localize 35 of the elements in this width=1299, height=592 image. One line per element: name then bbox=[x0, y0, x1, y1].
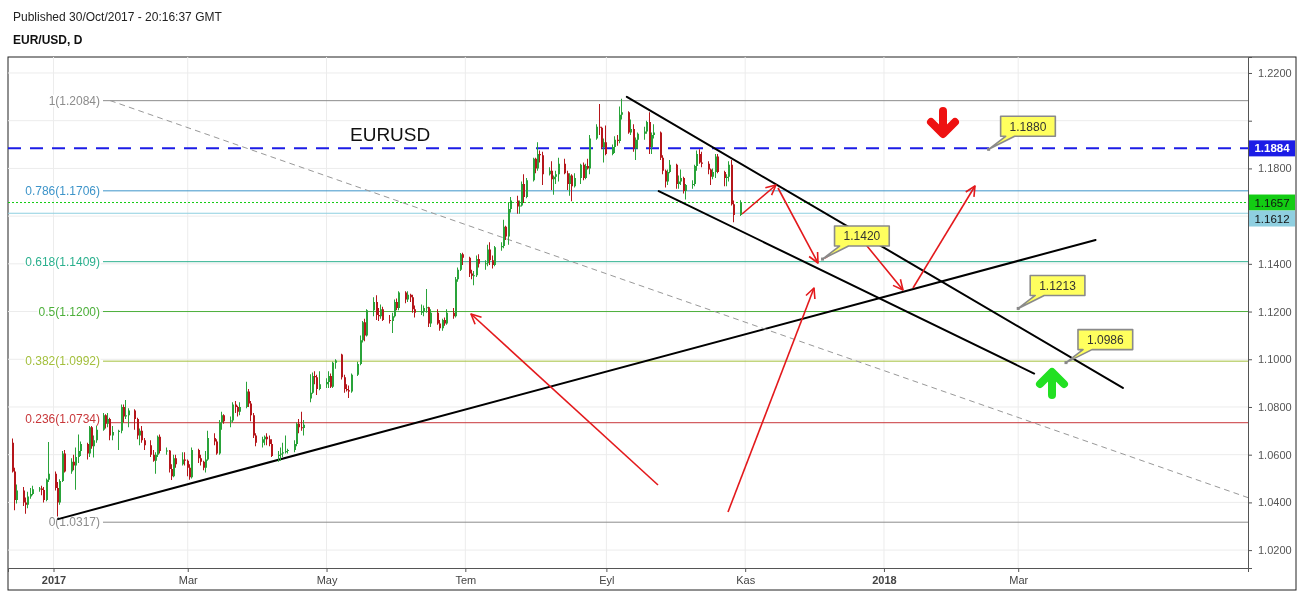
y-tick-label: 1.0400 bbox=[1258, 496, 1292, 509]
ref-line-label: 0.236(1.0734) bbox=[25, 411, 100, 426]
ref-line-label: 0(1.0317) bbox=[48, 515, 100, 530]
x-tick-label: 2018 bbox=[872, 573, 897, 586]
x-tick-label: Tem bbox=[455, 573, 477, 586]
annotation: EURUSD bbox=[350, 124, 431, 145]
annotation: 1.1213 bbox=[1039, 278, 1077, 293]
x-tick-label: 2017 bbox=[41, 573, 67, 586]
ref-line-label: 0.5(1.1200) bbox=[38, 304, 100, 319]
text: Published 30/Oct/2017 - 20:16:37 GMT bbox=[13, 10, 223, 24]
y-tick-label: 1.0200 bbox=[1258, 544, 1292, 557]
annotation: 1.0986 bbox=[1086, 332, 1125, 347]
ref-line-label: 1(1.2084) bbox=[48, 93, 100, 108]
annotation: 1.1420 bbox=[843, 229, 881, 244]
candlestick bbox=[617, 135, 619, 146]
ref-line-label: 0.382(1.0992) bbox=[25, 354, 100, 369]
y-tick-label: 1.1400 bbox=[1258, 257, 1292, 270]
x-tick-label: Mar bbox=[178, 573, 199, 586]
ref-line-label: 0.618(1.1409) bbox=[25, 254, 100, 269]
x-tick-label: Mar bbox=[1009, 573, 1029, 586]
x-tick-label: May bbox=[316, 573, 338, 586]
ref-line-label: 1.1884 bbox=[1254, 142, 1291, 155]
y-tick-label: 1.1200 bbox=[1258, 305, 1292, 318]
chart-title: EUR/USD, D bbox=[13, 33, 83, 47]
y-tick-label: 1.2200 bbox=[1258, 67, 1292, 79]
x-tick-label: Kas bbox=[736, 573, 756, 586]
annotation: 1.1880 bbox=[1009, 119, 1047, 134]
ref-line-label: 0.786(1.1706) bbox=[25, 184, 100, 199]
x-tick-label: Eyl bbox=[599, 573, 615, 586]
ref-line-label: 1.1657 bbox=[1254, 196, 1290, 209]
ref-line-label: 1.1612 bbox=[1254, 212, 1290, 225]
y-tick-label: 1.0800 bbox=[1258, 400, 1292, 413]
y-tick-label: 1.1000 bbox=[1258, 353, 1292, 366]
y-tick-label: 1.0600 bbox=[1258, 448, 1292, 461]
y-tick-label: 1.1800 bbox=[1258, 162, 1292, 175]
